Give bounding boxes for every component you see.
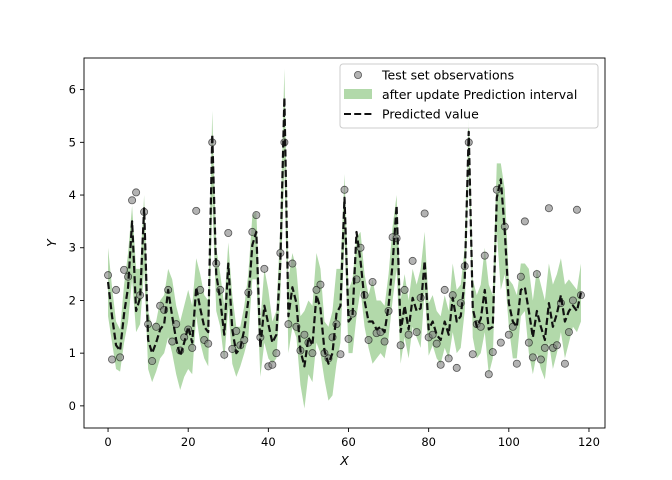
observation-point: [552, 341, 561, 350]
observation-point: [404, 330, 413, 339]
x-tick-label: 120: [578, 435, 600, 449]
observation-point: [220, 350, 229, 359]
observation-point: [536, 355, 545, 364]
observation-point: [364, 335, 373, 344]
observation-point: [420, 209, 429, 218]
observation-point: [340, 185, 349, 194]
y-tick-label: 3: [69, 241, 76, 255]
observation-point: [172, 320, 181, 329]
observation-point: [564, 328, 573, 337]
observation-point: [512, 359, 521, 368]
observation-point: [192, 206, 201, 215]
x-axis-label: X: [339, 453, 349, 468]
observation-point: [432, 339, 441, 348]
observation-point: [308, 349, 317, 358]
observation-point: [128, 196, 137, 205]
observation-point: [468, 350, 477, 359]
observation-point: [528, 353, 537, 362]
legend-label-interval: after update Prediction interval: [382, 87, 577, 102]
observation-point: [452, 363, 461, 372]
observation-point: [428, 330, 437, 339]
observation-point: [408, 256, 417, 265]
observation-point: [520, 217, 529, 226]
legend-observation-marker: [353, 71, 362, 80]
y-tick-label: 2: [69, 293, 76, 307]
observation-point: [572, 205, 581, 214]
x-tick-label: 60: [341, 435, 356, 449]
observation-point: [344, 334, 353, 343]
observation-point: [476, 322, 485, 331]
observation-point: [516, 272, 525, 281]
observation-point: [496, 338, 505, 347]
observation-point: [316, 280, 325, 289]
observation-point: [228, 344, 237, 353]
observation-point: [484, 370, 493, 379]
legend: Test set observations after update Predi…: [339, 63, 599, 129]
observation-point: [188, 343, 197, 352]
observation-point: [300, 330, 309, 339]
observation-point: [480, 251, 489, 260]
observation-point: [112, 285, 121, 294]
observation-point: [524, 338, 533, 347]
predicted-value-line: [106, 96, 583, 368]
observation-point: [288, 259, 297, 268]
observation-point: [108, 355, 117, 364]
legend-label-observations: Test set observations: [381, 68, 514, 83]
observation-point: [436, 360, 445, 369]
observation-point: [368, 277, 377, 286]
observation-point: [284, 320, 293, 329]
observation-point: [104, 271, 113, 280]
y-tick-label: 1: [69, 346, 76, 360]
observation-point: [444, 354, 453, 363]
observation-point: [412, 328, 421, 337]
observation-point: [152, 322, 161, 331]
axes-frame: [83, 57, 606, 429]
observation-point: [120, 265, 129, 274]
x-tick-label: 0: [104, 435, 111, 449]
observation-point: [504, 330, 513, 339]
x-tick-label: 20: [181, 435, 196, 449]
observation-point: [400, 285, 409, 294]
observation-point: [132, 188, 141, 197]
observation-point: [488, 348, 497, 357]
x-tick-label: 100: [498, 435, 520, 449]
observation-point: [336, 350, 345, 359]
y-tick-label: 6: [69, 83, 76, 97]
observation-point: [440, 285, 449, 294]
observation-point: [380, 337, 389, 346]
prediction-interval-band: [108, 68, 581, 409]
axis-ticks: 0 20 40 60 80 100 120 0 1 2 3 4 5 6: [69, 83, 600, 449]
legend-label-predicted: Predicted value: [382, 107, 479, 122]
observation-point: [544, 204, 553, 213]
observation-point: [260, 264, 269, 273]
observation-point: [540, 343, 549, 352]
legend-interval-swatch: [344, 89, 372, 99]
observation-point: [268, 360, 277, 369]
x-tick-label: 40: [261, 435, 276, 449]
observation-point: [396, 341, 405, 350]
y-tick-label: 0: [69, 399, 76, 413]
y-axis-label: Y: [44, 238, 59, 247]
observation-point: [168, 337, 177, 346]
observation-point: [116, 353, 125, 362]
legend-frame: [339, 63, 599, 129]
y-tick-label: 4: [69, 188, 76, 202]
observation-point: [568, 296, 577, 305]
observation-point: [224, 228, 233, 237]
y-tick-label: 5: [69, 135, 76, 149]
plot-area: [104, 68, 585, 409]
x-tick-label: 80: [421, 435, 436, 449]
observation-point: [252, 211, 261, 220]
observation-point: [204, 339, 213, 348]
observation-point: [532, 270, 541, 279]
observation-point: [148, 357, 157, 366]
observation-point: [560, 359, 569, 368]
observation-point: [312, 285, 321, 294]
observation-point: [272, 349, 281, 358]
